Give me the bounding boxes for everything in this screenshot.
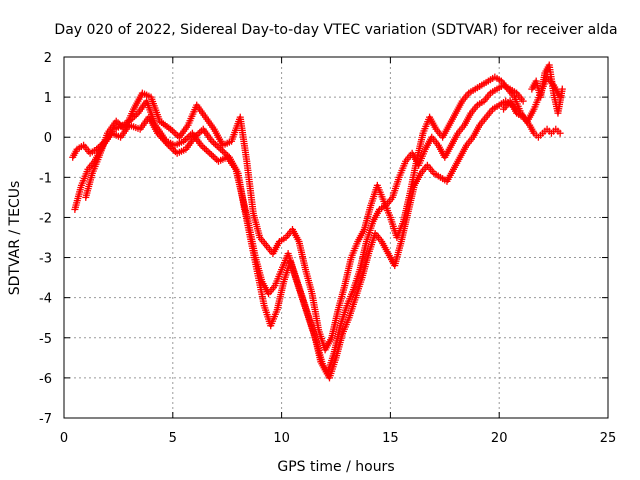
x-tick-label: 5 [169, 431, 177, 446]
data-point [556, 129, 564, 137]
x-axis-label: GPS time / hours [277, 459, 394, 475]
y-tick-label: -5 [39, 332, 52, 347]
x-tick-label: 25 [600, 431, 617, 446]
x-tick-label: 0 [60, 431, 68, 446]
data-point [558, 85, 566, 93]
plot-frame [63, 56, 609, 419]
y-tick-label: 0 [44, 131, 52, 146]
x-tick-label: 15 [382, 431, 399, 446]
y-tick-label: -2 [39, 211, 52, 226]
chart-title: Day 020 of 2022, Sidereal Day-to-day VTE… [54, 22, 617, 38]
x-tick-label: 20 [491, 431, 508, 446]
y-tick-label: -7 [39, 412, 52, 427]
y-tick-label: -4 [39, 292, 52, 307]
y-axis-label: SDTVAR / TECUs [7, 181, 23, 296]
y-tick-label: 1 [44, 91, 52, 106]
x-tick-label: 10 [273, 431, 290, 446]
y-tick-label: -1 [39, 171, 52, 186]
y-tick-label: -3 [39, 252, 52, 267]
data-points [69, 61, 566, 382]
data-point [519, 97, 527, 105]
y-tick-label: -6 [39, 372, 52, 387]
y-tick-label: 2 [44, 51, 52, 66]
